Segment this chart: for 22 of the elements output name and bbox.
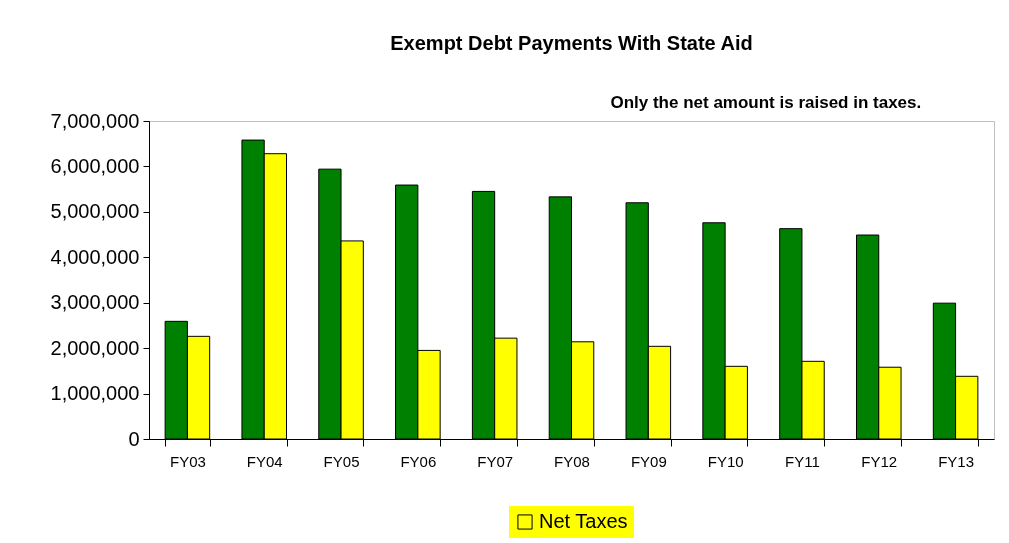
x-tick-label: FY05 [323,452,360,470]
x-tick-label: FY09 [630,452,667,470]
x-tick-label: FY13 [938,452,975,470]
legend-label: Net Taxes [539,510,628,532]
y-tick-label: 1,000,000 [50,382,140,405]
y-tick-label: 2,000,000 [50,336,140,359]
y-tick-label: 5,000,000 [50,200,140,223]
x-tick-label: FY07 [477,452,514,470]
x-tick-label: FY08 [554,452,590,470]
x-tick-label: FY04 [246,452,283,470]
y-tick-label: 3,000,000 [50,291,140,314]
x-tick-label: FY03 [169,452,206,470]
y-tick-label: 4,000,000 [50,245,140,268]
x-tick-label: FY11 [785,452,820,470]
text: Only the net amount is raised in taxes. [610,93,922,112]
y-tick-label: 0 [128,427,140,450]
x-tick-label: FY10 [707,452,744,470]
x-tick-label: FY06 [400,452,437,470]
x-tick-label: FY12 [861,452,898,470]
chart-title: Exempt Debt Payments With State Aid [390,32,753,54]
y-tick-label: 7,000,000 [50,109,140,132]
y-tick-label: 6,000,000 [50,154,140,177]
